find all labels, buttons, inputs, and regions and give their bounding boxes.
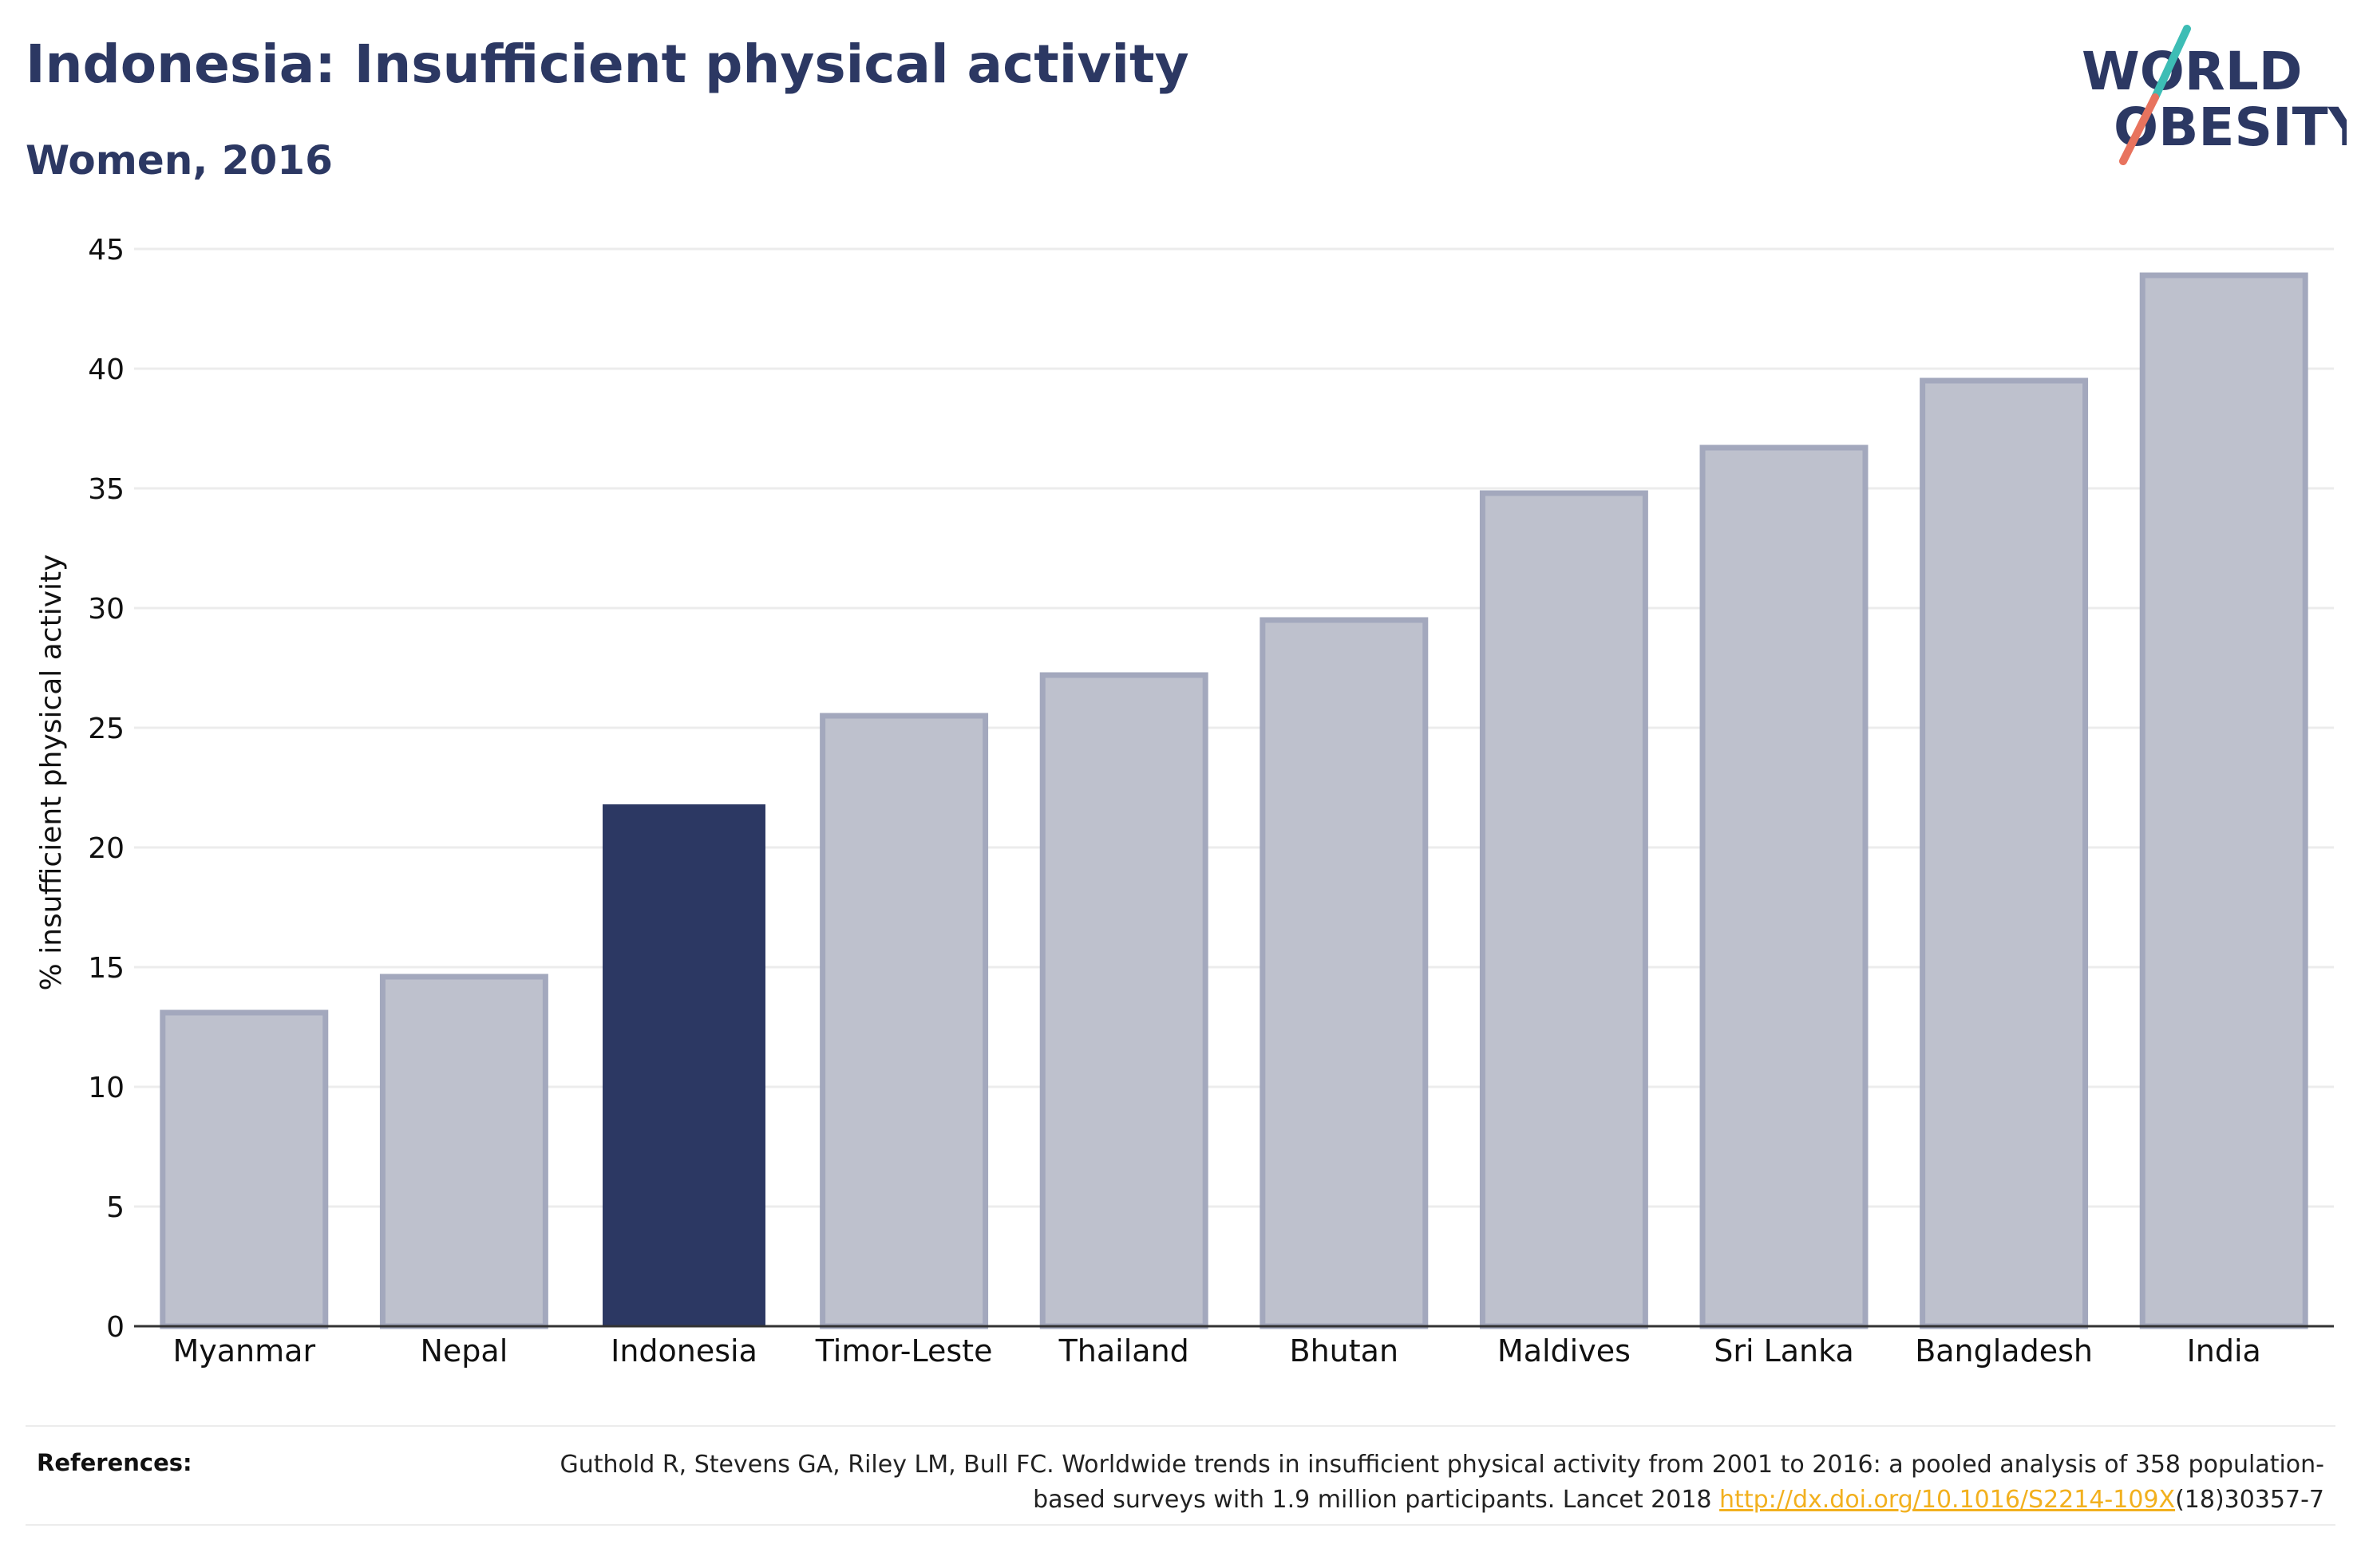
y-tick-label: 20 xyxy=(88,832,125,865)
chart-title: Indonesia: Insufficient physical activit… xyxy=(26,34,1189,95)
world-obesity-logo: WORLD OBESITY xyxy=(2082,25,2347,165)
references-text: Guthold R, Stevens GA, Riley LM, Bull FC… xyxy=(488,1448,2324,1518)
bar-sri-lanka xyxy=(1699,444,1869,1329)
logo-slash-bottom xyxy=(2119,93,2159,165)
references-label: References: xyxy=(37,1449,192,1476)
x-tick-label: India xyxy=(2187,1333,2261,1369)
y-tick-label: 45 xyxy=(88,234,125,267)
footer-divider-bottom xyxy=(26,1524,2335,1526)
references-citation-suffix: (18)30357-7 xyxy=(2175,1486,2324,1514)
x-tick-label: Sri Lanka xyxy=(1714,1333,1854,1369)
x-tick-label: Nepal xyxy=(421,1333,508,1369)
bar-chart: 0 5 10 15 20 25 30 35 40 45 Myanmar Nepal Indonesia T… xyxy=(35,234,2334,1369)
y-tick-label: 30 xyxy=(88,593,125,626)
y-tick-label: 0 xyxy=(106,1311,125,1344)
x-tick-label: Indonesia xyxy=(611,1333,757,1369)
bar-thailand xyxy=(1039,672,1208,1329)
bar-maldives xyxy=(1479,490,1648,1329)
references-citation: Guthold R, Stevens GA, Riley LM, Bull FC… xyxy=(560,1451,2324,1514)
y-axis-label: % insufficient physical activity xyxy=(35,555,68,991)
y-tick-label: 5 xyxy=(106,1191,125,1224)
axes: 0 5 10 15 20 25 30 35 40 45 Myanmar Nepal Indonesia T… xyxy=(88,234,2334,1369)
y-tick-label: 15 xyxy=(88,952,125,985)
bar-nepal xyxy=(379,974,548,1329)
logo-slash-top xyxy=(2151,25,2191,101)
x-tick-label: Bangladesh xyxy=(1915,1333,2093,1369)
bar-timor-leste xyxy=(820,713,989,1329)
logo-text-world: WORLD xyxy=(2082,41,2303,102)
x-tick-label: Myanmar xyxy=(173,1333,316,1369)
bar-myanmar xyxy=(160,1009,329,1329)
bar-indonesia xyxy=(603,804,765,1326)
y-tick-label: 10 xyxy=(88,1072,125,1104)
references-doi-link[interactable]: http://dx.doi.org/10.1016/S2214-109X xyxy=(1719,1486,2176,1514)
bar-bangladesh xyxy=(1920,377,2089,1329)
x-tick-label: Thailand xyxy=(1058,1333,1189,1369)
y-tick-label: 25 xyxy=(88,713,125,745)
x-tick-label: Timor-Leste xyxy=(815,1333,993,1369)
x-tick-label: Bhutan xyxy=(1290,1333,1399,1369)
bars xyxy=(160,272,2308,1329)
chart-subtitle: Women, 2016 xyxy=(26,137,333,184)
footer-divider-top xyxy=(26,1425,2335,1427)
y-tick-label: 35 xyxy=(88,473,125,506)
bar-india xyxy=(2139,272,2308,1329)
y-tick-label: 40 xyxy=(88,353,125,386)
x-tick-label: Maldives xyxy=(1497,1333,1631,1369)
bar-bhutan xyxy=(1260,617,1429,1329)
